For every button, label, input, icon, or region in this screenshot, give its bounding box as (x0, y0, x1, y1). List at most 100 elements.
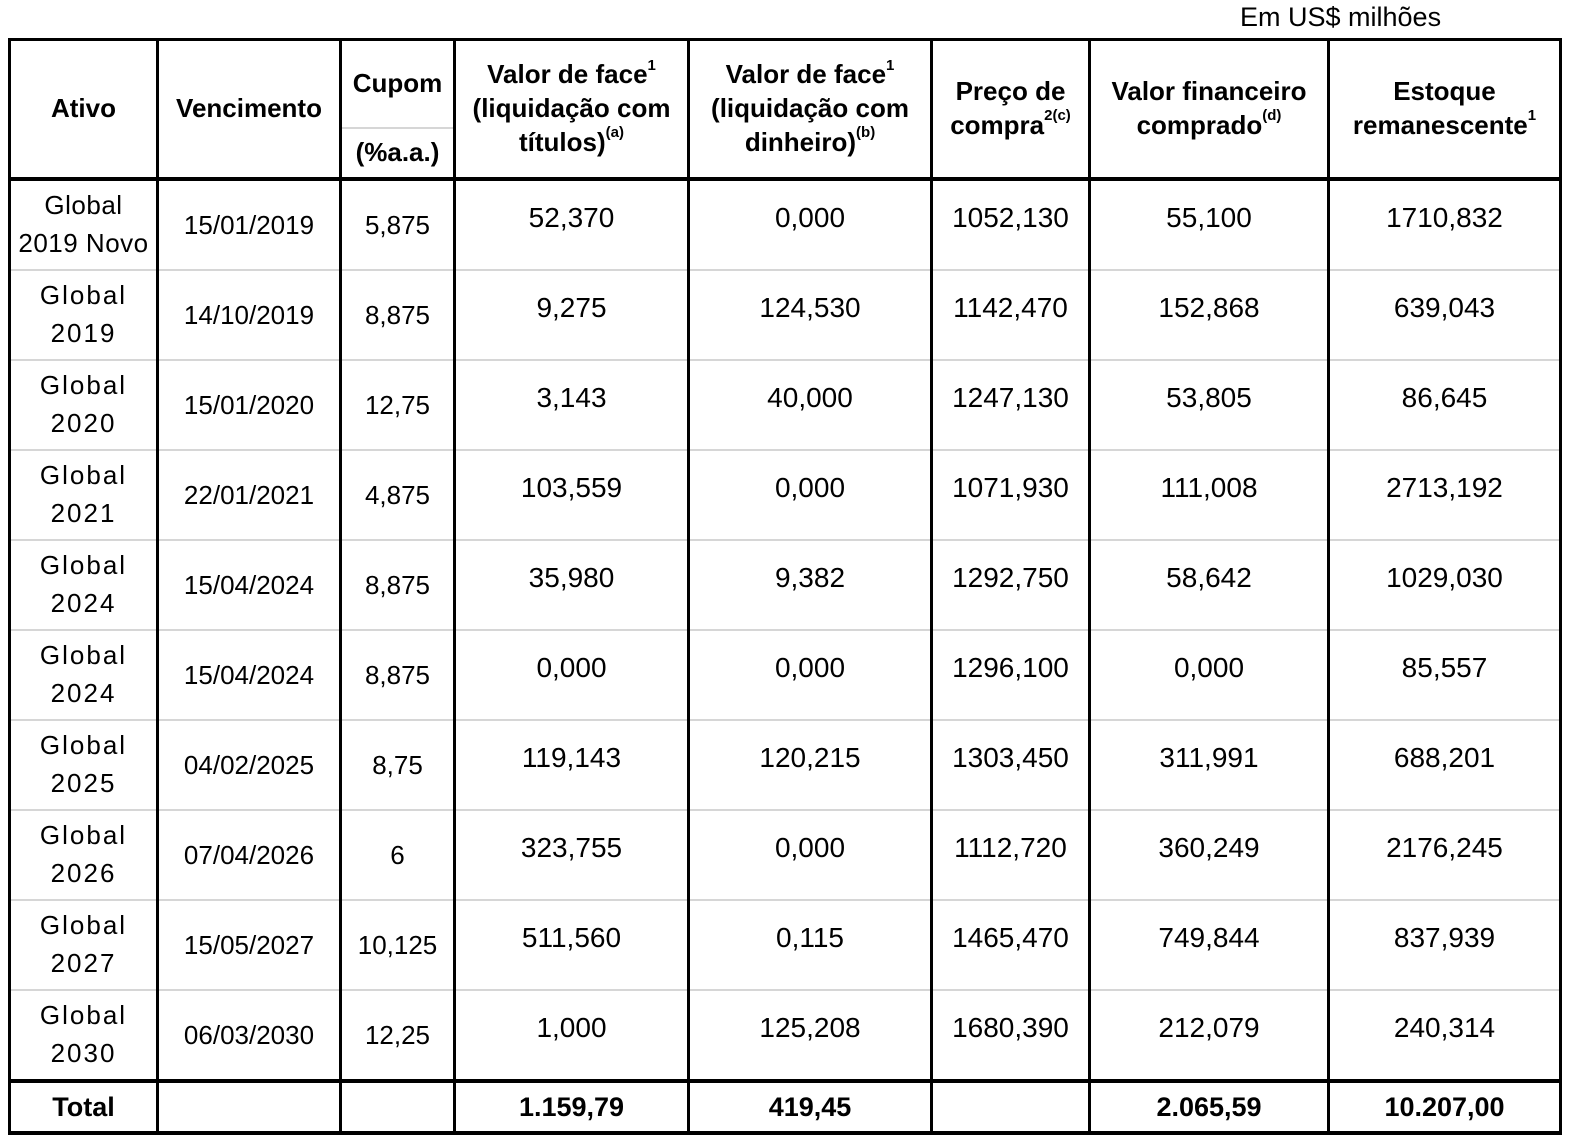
cell-financeiro: 55,100 (1088, 178, 1330, 271)
cell-face-titulos: 3,143 (453, 359, 690, 451)
header-ativo: Ativo (8, 38, 159, 181)
cell-preco: 1292,750 (930, 539, 1091, 631)
cell-ativo: Global 2025 (8, 719, 159, 811)
cell-ativo: Global 2020 (8, 359, 159, 451)
cell-estoque: 2713,192 (1327, 449, 1562, 541)
cell-face-dinheiro: 124,530 (687, 269, 933, 361)
cell-vencimento: 06/03/2030 (156, 989, 342, 1082)
cell-financeiro: 360,249 (1088, 809, 1330, 901)
cell-estoque: 240,314 (1327, 989, 1562, 1082)
cell-cupom: 4,875 (339, 449, 456, 541)
total-face-dinheiro: 419,45 (687, 1079, 933, 1135)
cell-estoque: 2176,245 (1327, 809, 1562, 901)
cell-financeiro: 0,000 (1088, 629, 1330, 721)
cell-preco: 1680,390 (930, 989, 1091, 1082)
header-face-titulos: Valor de face1 (liquidação com títulos)(… (453, 38, 690, 181)
cell-estoque: 639,043 (1327, 269, 1562, 361)
cell-financeiro: 749,844 (1088, 899, 1330, 991)
cell-cupom: 8,875 (339, 539, 456, 631)
cell-estoque: 86,645 (1327, 359, 1562, 451)
cell-cupom: 6 (339, 809, 456, 901)
header-cupom-unit: (%a.a.) (339, 127, 456, 181)
cell-cupom: 8,875 (339, 629, 456, 721)
total-cupom (339, 1079, 456, 1135)
cell-face-titulos: 323,755 (453, 809, 690, 901)
header-face-dinheiro: Valor de face1 (liquidação com dinheiro)… (687, 38, 933, 181)
cell-face-dinheiro: 9,382 (687, 539, 933, 631)
header-cupom: Cupom (339, 38, 456, 129)
cell-financeiro: 311,991 (1088, 719, 1330, 811)
cell-face-dinheiro: 120,215 (687, 719, 933, 811)
cell-ativo: Global 2030 (8, 989, 159, 1082)
cell-estoque: 85,557 (1327, 629, 1562, 721)
table-row: Global 2026 07/04/2026 6 323,755 0,000 1112,72… (8, 809, 1562, 901)
cell-vencimento: 15/01/2019 (156, 178, 342, 271)
table-row: Global 2021 22/01/2021 4,875 103,559 0,000 107… (8, 449, 1562, 541)
cell-face-dinheiro: 0,000 (687, 449, 933, 541)
cell-preco: 1465,470 (930, 899, 1091, 991)
cell-financeiro: 152,868 (1088, 269, 1330, 361)
cell-financeiro: 58,642 (1088, 539, 1330, 631)
cell-preco: 1071,930 (930, 449, 1091, 541)
bond-buyback-table: Ativo Vencimento Cupom Valor de face1 (l… (8, 38, 1562, 1135)
total-preco (930, 1079, 1091, 1135)
cell-ativo: Global 2026 (8, 809, 159, 901)
cell-face-titulos: 35,980 (453, 539, 690, 631)
cell-preco: 1112,720 (930, 809, 1091, 901)
cell-vencimento: 07/04/2026 (156, 809, 342, 901)
cell-face-dinheiro: 0,115 (687, 899, 933, 991)
cell-face-dinheiro: 0,000 (687, 629, 933, 721)
cell-face-titulos: 0,000 (453, 629, 690, 721)
cell-vencimento: 14/10/2019 (156, 269, 342, 361)
cell-face-dinheiro: 0,000 (687, 178, 933, 271)
cell-face-dinheiro: 40,000 (687, 359, 933, 451)
cell-cupom: 8,875 (339, 269, 456, 361)
cell-estoque: 688,201 (1327, 719, 1562, 811)
header-financeiro: Valor financeiro comprado(d) (1088, 38, 1330, 181)
cell-vencimento: 15/01/2020 (156, 359, 342, 451)
cell-ativo: Global 2024 (8, 629, 159, 721)
cell-face-titulos: 103,559 (453, 449, 690, 541)
table-row: Global 2025 04/02/2025 8,75 119,143 120,215 13… (8, 719, 1562, 811)
cell-financeiro: 111,008 (1088, 449, 1330, 541)
table-row: Global 2030 06/03/2030 12,25 1,000 125,208 168… (8, 989, 1562, 1082)
table-row: Global 2020 15/01/2020 12,75 3,143 40,000 1247… (8, 359, 1562, 451)
table-row: Global 2024 15/04/2024 8,875 0,000 0,000 1296,… (8, 629, 1562, 721)
header-estoque: Estoque remanescente1 (1327, 38, 1562, 181)
cell-cupom: 12,25 (339, 989, 456, 1082)
cell-preco: 1247,130 (930, 359, 1091, 451)
cell-face-titulos: 9,275 (453, 269, 690, 361)
cell-financeiro: 212,079 (1088, 989, 1330, 1082)
cell-financeiro: 53,805 (1088, 359, 1330, 451)
total-estoque: 10.207,00 (1327, 1079, 1562, 1135)
cell-ativo: Global 2024 (8, 539, 159, 631)
cell-vencimento: 15/04/2024 (156, 539, 342, 631)
table-body: Global 2019 Novo 15/01/2019 5,875 52,370 0,00… (8, 178, 1562, 1082)
cell-ativo: Global 2027 (8, 899, 159, 991)
cell-ativo: Global 2019 (8, 269, 159, 361)
cell-preco: 1142,470 (930, 269, 1091, 361)
unit-note: Em US$ milhões (1240, 2, 1442, 32)
table-row: Global 2027 15/05/2027 10,125 511,560 0,115 14… (8, 899, 1562, 991)
cell-face-titulos: 119,143 (453, 719, 690, 811)
cell-preco: 1303,450 (930, 719, 1091, 811)
cell-face-titulos: 1,000 (453, 989, 690, 1082)
cell-estoque: 1710,832 (1327, 178, 1562, 271)
total-financeiro: 2.065,59 (1088, 1079, 1330, 1135)
cell-cupom: 12,75 (339, 359, 456, 451)
table-header: Ativo Vencimento Cupom Valor de face1 (l… (8, 38, 1562, 181)
cell-estoque: 1029,030 (1327, 539, 1562, 631)
cell-vencimento: 04/02/2025 (156, 719, 342, 811)
cell-vencimento: 22/01/2021 (156, 449, 342, 541)
table-row: Global 2024 15/04/2024 8,875 35,980 9,382 1292… (8, 539, 1562, 631)
cell-cupom: 10,125 (339, 899, 456, 991)
header-preco: Preço de compra2(c) (930, 38, 1091, 181)
cell-ativo: Global 2019 Novo (8, 178, 159, 271)
cell-preco: 1296,100 (930, 629, 1091, 721)
cell-estoque: 837,939 (1327, 899, 1562, 991)
cell-face-dinheiro: 0,000 (687, 809, 933, 901)
cell-vencimento: 15/04/2024 (156, 629, 342, 721)
total-vencimento (156, 1079, 342, 1135)
cell-preco: 1052,130 (930, 178, 1091, 271)
total-label: Total (8, 1079, 159, 1135)
